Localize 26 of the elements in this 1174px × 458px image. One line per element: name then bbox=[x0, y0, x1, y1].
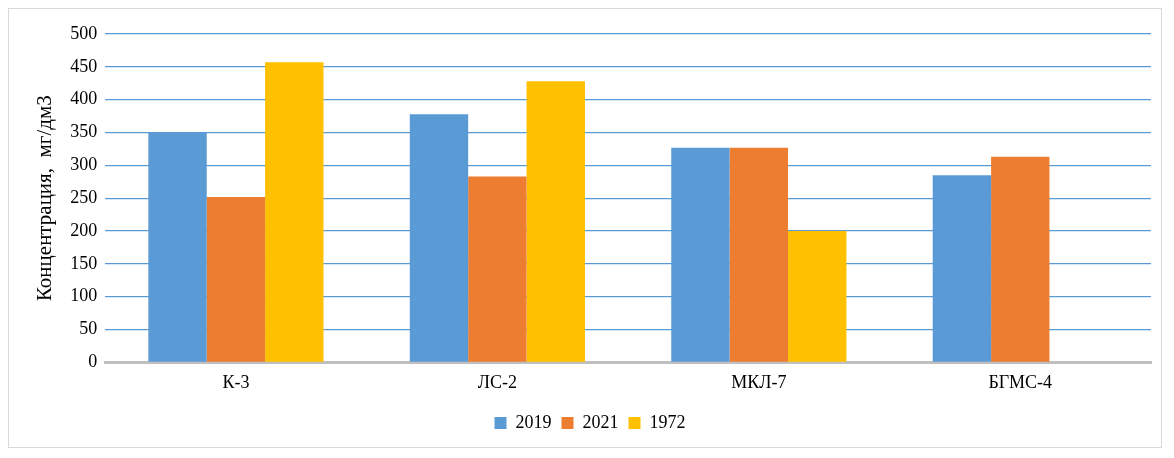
y-tick-label: 100 bbox=[70, 285, 98, 306]
bar bbox=[526, 81, 585, 362]
y-tick-label: 300 bbox=[70, 154, 98, 175]
x-tick-label: БГМС-4 bbox=[988, 371, 1053, 392]
y-tick-label: 0 bbox=[88, 351, 98, 372]
y-tick-label: 350 bbox=[70, 121, 98, 142]
y-tick-label: 450 bbox=[70, 55, 98, 76]
y-tick-label: 500 bbox=[70, 22, 98, 43]
y-tick-label: 250 bbox=[70, 186, 98, 207]
y-tick-label: 200 bbox=[70, 219, 98, 240]
bar bbox=[788, 231, 847, 362]
y-tick-label: 150 bbox=[70, 252, 98, 273]
bar bbox=[206, 196, 266, 362]
bar bbox=[468, 176, 527, 362]
y-tick-label: 50 bbox=[79, 318, 98, 339]
x-tick-label: К-3 bbox=[222, 371, 250, 392]
bar bbox=[729, 147, 789, 362]
legend-label: 2019 bbox=[515, 411, 552, 432]
y-tick-label: 400 bbox=[70, 88, 98, 109]
legend-label: 1972 bbox=[649, 411, 686, 432]
x-tick-label: МКЛ-7 bbox=[731, 371, 787, 392]
legend-label: 2021 bbox=[582, 411, 619, 432]
bar bbox=[265, 62, 324, 362]
y-axis-title: Концентрация, мг/дм3 bbox=[32, 95, 57, 302]
x-tick-label: ЛС-2 bbox=[477, 371, 517, 392]
bar bbox=[991, 156, 1050, 362]
